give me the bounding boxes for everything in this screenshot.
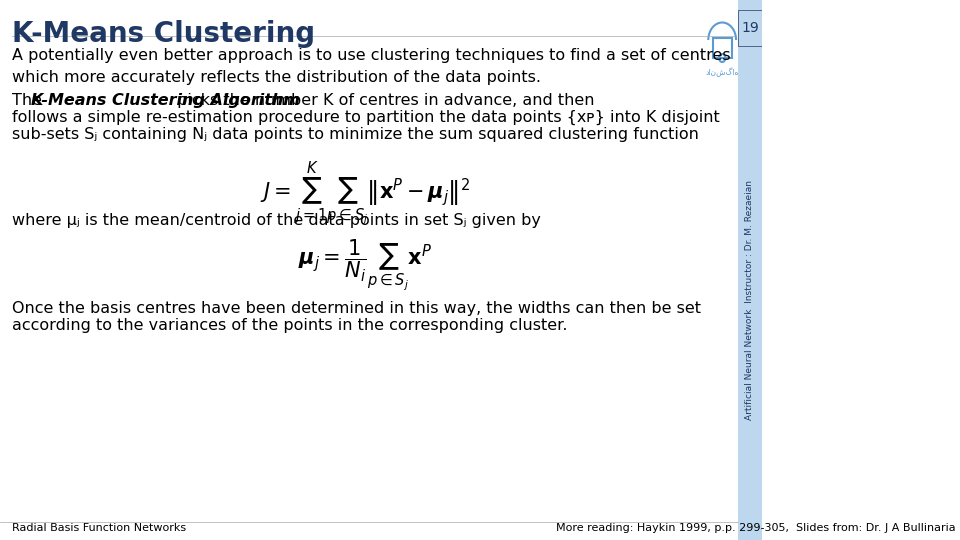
- Text: The: The: [12, 93, 47, 108]
- Text: Once the basis centres have been determined in this way, the widths can then be : Once the basis centres have been determi…: [12, 301, 701, 316]
- Text: 19: 19: [741, 21, 758, 35]
- Text: sub-sets Sⱼ containing Nⱼ data points to minimize the sum squared clustering fun: sub-sets Sⱼ containing Nⱼ data points to…: [12, 127, 699, 142]
- Text: according to the variances of the points in the corresponding cluster.: according to the variances of the points…: [12, 318, 567, 333]
- Text: $J = \sum_{j=1}^{K} \sum_{p \in S_j} \left\| \mathbf{x}^P - \boldsymbol{\mu}_j \: $J = \sum_{j=1}^{K} \sum_{p \in S_j} \le…: [260, 161, 470, 228]
- Text: More reading: Haykin 1999, p.p. 299-305,  Slides from: Dr. J A Bullinaria: More reading: Haykin 1999, p.p. 299-305,…: [556, 523, 955, 533]
- Text: K-Means Clustering: K-Means Clustering: [12, 20, 315, 48]
- Text: $\boldsymbol{\mu}_j = \dfrac{1}{N_i} \sum_{p \in S_j} \mathbf{x}^P$: $\boldsymbol{\mu}_j = \dfrac{1}{N_i} \su…: [298, 238, 432, 293]
- Text: where μⱼ is the mean/centroid of the data points in set Sⱼ given by: where μⱼ is the mean/centroid of the dat…: [12, 213, 540, 228]
- Text: دانشگاه: دانشگاه: [706, 68, 739, 78]
- Bar: [712, 38, 732, 58]
- Text: Artificial Neural Network  Instructor : Dr. M. Rezaeian: Artificial Neural Network Instructor : D…: [746, 180, 755, 420]
- Text: picks the number K of centres in advance, and then: picks the number K of centres in advance…: [172, 93, 594, 108]
- Text: Radial Basis Function Networks: Radial Basis Function Networks: [12, 523, 186, 533]
- Bar: [738, 0, 762, 540]
- Text: K-Means Clustering Algorithm: K-Means Clustering Algorithm: [31, 93, 300, 108]
- Text: follows a simple re-estimation procedure to partition the data points {xᴘ} into : follows a simple re-estimation procedure…: [12, 110, 720, 125]
- Text: A potentially even better approach is to use clustering techniques to find a set: A potentially even better approach is to…: [12, 48, 731, 85]
- Bar: [738, 10, 762, 46]
